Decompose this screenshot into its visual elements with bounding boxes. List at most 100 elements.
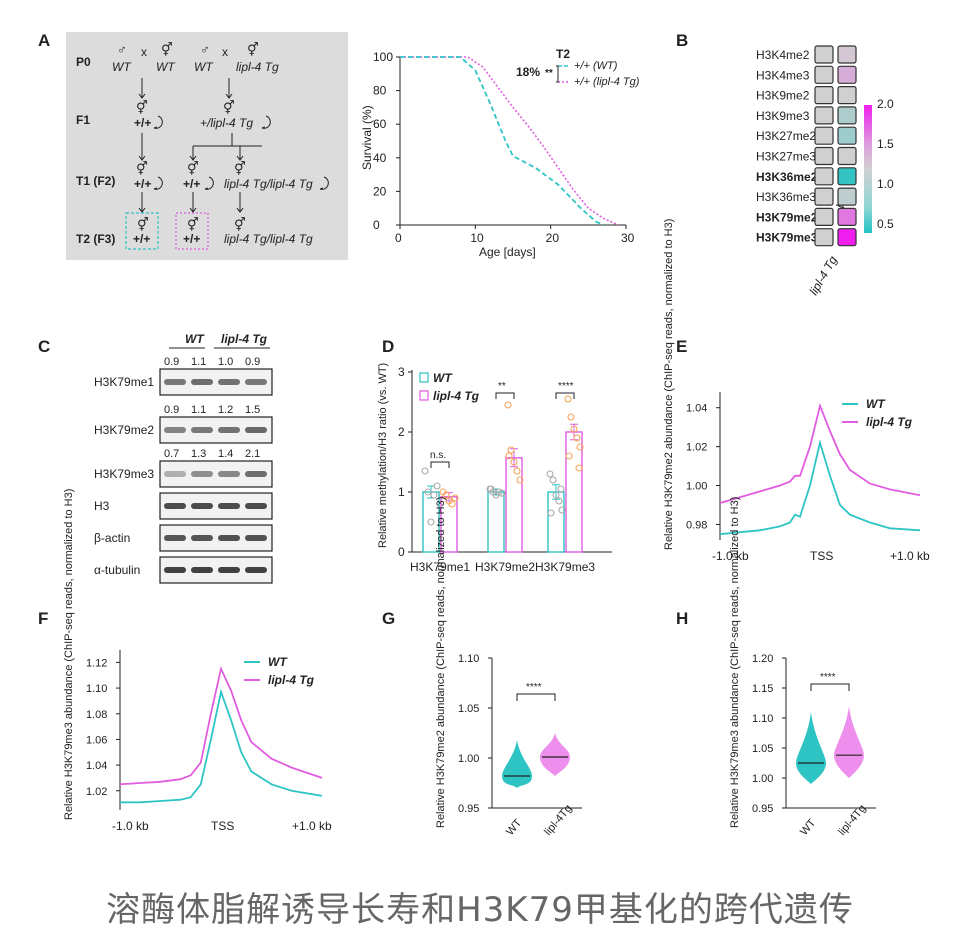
hermaphrodite-symbol-icon: ⚥ <box>187 217 199 232</box>
hermaphrodite-symbol-icon: ⚥ <box>136 161 148 176</box>
hermaphrodite-symbol-icon: ⚥ <box>234 217 246 232</box>
panel-label-f: F <box>38 609 48 628</box>
survival-y-tick-label: 40 <box>373 151 387 165</box>
hermaphrodite-symbol-icon: ⚥ <box>187 161 199 176</box>
survival-y-tick-label: 0 <box>373 218 380 232</box>
violin-y-label: Relative H3K79me2 abundance (ChIP-seq re… <box>435 497 447 828</box>
survival-significance: ** <box>545 68 553 79</box>
blot-group-tg: lipl-4 Tg <box>221 332 268 346</box>
bar-category-label: H3K79me2 <box>475 560 535 574</box>
heatmap-cell <box>814 106 834 125</box>
line-y-label: Relative H3K79me2 abundance (ChIP-seq re… <box>663 219 675 550</box>
blot-row-label: H3K79me3 <box>94 467 154 481</box>
blot-band <box>245 535 267 541</box>
gen-label-p0: P0 <box>76 55 91 69</box>
bar-data-point <box>421 467 429 475</box>
panel-label-e: E <box>676 337 687 356</box>
panel-label-c: C <box>38 337 50 356</box>
bar-y-tick-label: 1 <box>398 485 405 499</box>
line-legend-label: WT <box>268 655 288 669</box>
blot-quant-value: 0.7 <box>164 448 179 460</box>
line-legend-label: lipl-4 Tg <box>866 415 913 429</box>
hermaphrodite-symbol-icon: ⚥ <box>247 42 259 57</box>
violin-category-label: WT <box>798 817 818 838</box>
hermaphrodite-symbol-icon: ⚥ <box>136 100 148 115</box>
bar-data-point <box>430 491 438 499</box>
bar-data-point <box>549 476 557 484</box>
survival-y-tick-label: 100 <box>373 50 393 64</box>
violin-y-tick-label: 1.00 <box>752 773 773 785</box>
heatmap-cell <box>837 207 857 226</box>
blot-quant-value: 2.1 <box>245 448 260 460</box>
bar-data-point <box>433 482 441 490</box>
bar-data-point <box>516 476 524 484</box>
heatmap-cell <box>814 45 834 64</box>
line-y-tick-label: 1.10 <box>86 683 107 695</box>
line-y-label: Relative H3K79me3 abundance (ChIP-seq re… <box>63 489 75 820</box>
heatmap-cell <box>837 85 857 105</box>
bar-sig-label: **** <box>558 381 574 392</box>
bar-data-point <box>451 494 459 502</box>
bar-category-label: H3K79me1 <box>410 560 470 574</box>
blot-band <box>218 379 240 385</box>
survival-curve-wt <box>400 56 604 226</box>
bar-y-tick-label: 2 <box>398 425 405 439</box>
blot-quant-value: 1.5 <box>245 404 260 416</box>
blot-band <box>164 379 186 385</box>
blot-quant-value: 1.4 <box>218 448 233 460</box>
blot-band <box>218 503 240 509</box>
wt-highlight-box <box>125 212 159 250</box>
legend-swatch-tg <box>419 390 429 401</box>
bar-y-tick-label: 0 <box>398 545 405 559</box>
heatmap-row-label: H3K9me3 <box>756 109 810 123</box>
blot-row-label: H3 <box>94 499 110 513</box>
bar-y-tick-label: 3 <box>398 365 405 379</box>
p0-genotype: WT <box>194 60 214 74</box>
line-y-tick-label: 1.12 <box>86 657 107 669</box>
panel-label-g: G <box>382 609 395 628</box>
bar-sig-label: n.s. <box>430 450 446 461</box>
violin-y-tick-label: 1.10 <box>458 653 479 665</box>
line-x-tick-label: +1.0 kb <box>292 819 332 833</box>
survival-x-label: Age [days] <box>479 245 536 259</box>
line-legend-label: WT <box>866 397 886 411</box>
figure-caption: 溶酶体脂解诱导长寿和H3K79甲基化的跨代遗传 <box>106 890 854 930</box>
heatmap-cell <box>837 126 857 145</box>
f1-genotype: +/lipl-4 Tg <box>200 116 253 130</box>
line-series-tg <box>119 666 323 786</box>
methylation-bar-chart: 0 1 2 3 Relative methylation/H3 ratio (vs. W… <box>377 363 612 574</box>
blot-band <box>245 503 267 509</box>
blot-band <box>245 471 267 477</box>
panel-label-d: D <box>382 337 394 356</box>
bar-legend-wt: WT <box>433 371 453 385</box>
bar-data-point <box>557 485 565 493</box>
h3k79me2-profile-chart: 0.98 1.00 1.02 1.04 -1.0 kb TSS +1.0 kb Relativ… <box>663 219 930 563</box>
h3k79me2-violin-chart: 0.95 1.00 1.05 1.10 Relative H3K79me2 abunda… <box>435 497 582 838</box>
line-series-wt <box>120 688 323 804</box>
gen-label-t2: T2 (F3) <box>76 232 115 246</box>
violin-tg <box>834 706 864 778</box>
blot-band <box>218 535 240 541</box>
blot-band <box>191 535 213 541</box>
bar-data-point <box>564 395 572 403</box>
heatmap-cell <box>837 106 857 125</box>
bar-sig-bracket <box>495 392 515 399</box>
survival-y-tick-label: 60 <box>373 117 387 131</box>
heatmap-row-label: H3K79me3 <box>756 231 818 245</box>
gen-label-f1: F1 <box>76 113 90 127</box>
blot-band <box>245 567 267 573</box>
tg-highlight-box <box>175 212 209 250</box>
violin-y-label: Relative H3K79me3 abundance (ChIP-seq re… <box>729 497 741 828</box>
violin-y-tick-label: 1.00 <box>458 753 479 765</box>
bar-data-point <box>570 425 578 433</box>
t2-genotype: lipl-4 Tg/lipl-4 Tg <box>224 232 313 246</box>
blot-row-label: H3K79me1 <box>94 375 154 389</box>
survival-legend-tg: +/+ (lipl-4 Tg) <box>574 76 640 88</box>
bar-data-point <box>573 434 581 442</box>
blot-band <box>164 535 186 541</box>
heatmap-row-label: H3K27me2 <box>756 129 816 143</box>
bar-data-point <box>507 446 515 454</box>
heatmap-row-label: H3K4me2 <box>756 48 810 62</box>
violin-category-label: WT <box>504 817 524 838</box>
